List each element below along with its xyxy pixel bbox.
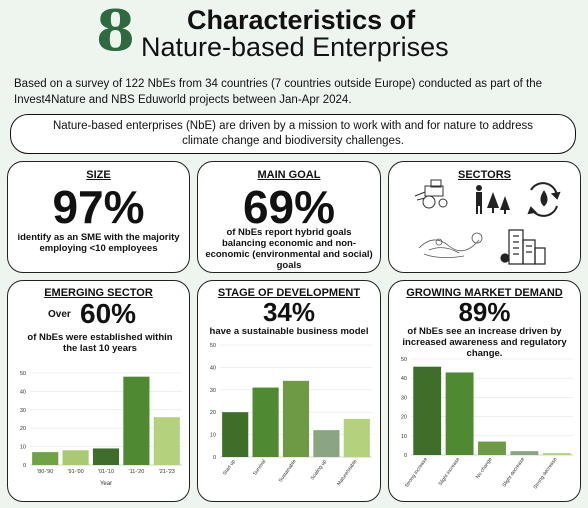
city-buildings-icon xyxy=(500,229,546,265)
y-tick-label: 0 xyxy=(23,463,26,469)
mission-box: Nature-based enterprises (NbE) are drive… xyxy=(10,114,576,154)
emerging-sector-card: EMERGING SECTOR Over 60% of NbEs were es… xyxy=(7,280,190,502)
y-tick-label: 10 xyxy=(20,445,26,451)
emerging-stat: 60% xyxy=(80,298,137,329)
bar xyxy=(445,372,474,455)
emerging-desc: of NbEs were established within the last… xyxy=(27,332,173,354)
size-title: SIZE xyxy=(86,169,111,181)
x-tick-label: Start up xyxy=(222,459,237,477)
bar xyxy=(252,387,279,457)
mission-text: Nature-based enterprises (NbE) are drive… xyxy=(52,120,534,147)
bar xyxy=(510,451,539,455)
y-tick-label: 20 xyxy=(210,410,216,416)
intro-text: Based on a survey of 122 NbEs from 34 co… xyxy=(14,78,543,106)
y-tick-label: 50 xyxy=(210,343,216,349)
bar xyxy=(123,376,150,465)
sectors-title: SECTORS xyxy=(458,169,511,181)
emerging-chart: 0 10 20 30 40 50 '80-'90 '91-'00 '01-'10 '11-'20 '… xyxy=(20,371,182,487)
page-title-line1: Characteristics of xyxy=(187,5,416,35)
y-tick-label: 30 xyxy=(20,408,26,414)
emerging-stat-prefix: Over xyxy=(48,309,71,320)
emerging-title: EMERGING SECTOR xyxy=(44,287,153,299)
x-tick-label: '21-'23 xyxy=(159,469,175,475)
y-tick-label: 50 xyxy=(20,371,26,377)
stage-desc: have a sustainable business model xyxy=(209,326,369,337)
stage-card: STAGE OF DEVELOPMENT 34% have a sustaina… xyxy=(197,280,381,502)
x-tick-label: Mature/stable xyxy=(336,459,358,487)
bar xyxy=(313,430,340,457)
x-tick-label: '01-'10 xyxy=(98,469,114,475)
size-stat: 97% xyxy=(52,181,145,233)
x-tick-label: Scaling up xyxy=(310,459,328,482)
x-tick-label: Sustainable xyxy=(278,459,298,484)
market-card: GROWING MARKET DEMAND 89% of NbEs see an… xyxy=(388,280,581,502)
main-goal-desc: of NbEs report hybrid goals balancing ec… xyxy=(205,227,373,271)
x-tick-label: '80-'90 xyxy=(37,469,53,475)
main-goal-title: MAIN GOAL xyxy=(257,169,321,181)
x-tick-label: Strong increase xyxy=(404,457,429,489)
sectors-illustration xyxy=(414,179,561,265)
header: 8 Characteristics of Nature-based Enterp… xyxy=(0,0,588,70)
market-chart: 0 10 20 30 40 50 Strong increase Slight increas… xyxy=(401,357,573,491)
page-title-line2: Nature-based Enterprises xyxy=(141,32,449,62)
y-tick-label: 30 xyxy=(401,395,407,401)
bar xyxy=(542,453,571,455)
tractor-icon xyxy=(414,179,448,209)
x-tick-label: Slight increase xyxy=(438,457,462,487)
stage-title: STAGE OF DEVELOPMENT xyxy=(217,287,361,299)
bar xyxy=(478,441,506,455)
x-tick-label: Slight decrease xyxy=(501,457,526,489)
bar xyxy=(92,448,120,465)
bar xyxy=(343,418,370,457)
y-tick-label: 20 xyxy=(401,415,407,421)
bar xyxy=(62,450,89,465)
stage-stat: 34% xyxy=(262,297,316,327)
y-tick-label: 10 xyxy=(401,434,407,440)
x-tick-label: Strong decrease xyxy=(532,457,558,491)
x-tick-label: '11-'20 xyxy=(129,469,145,475)
y-tick-label: 40 xyxy=(210,365,216,371)
logo-number: 8 xyxy=(96,0,135,64)
floral-sketch-icon xyxy=(418,232,483,258)
market-desc: of NbEs see an increase driven by increa… xyxy=(402,326,567,359)
y-tick-label: 20 xyxy=(20,426,26,432)
bar xyxy=(153,417,180,465)
size-card: SIZE 97% identify as an SME with the maj… xyxy=(7,161,190,273)
y-tick-label: 40 xyxy=(401,376,407,382)
x-tick-label: Survival xyxy=(252,459,267,477)
bar xyxy=(222,412,249,457)
x-axis-label: Year xyxy=(100,481,112,487)
y-tick-label: 50 xyxy=(401,357,407,363)
bar xyxy=(282,380,310,457)
bar xyxy=(32,452,59,465)
y-tick-label: 40 xyxy=(20,389,26,395)
main-goal-stat: 69% xyxy=(242,181,336,233)
market-stat: 89% xyxy=(458,297,511,327)
farmer-trees-icon xyxy=(476,185,510,214)
bar xyxy=(413,366,442,455)
sectors-card: SECTORS xyxy=(388,161,581,273)
size-desc: identify as an SME with the majority emp… xyxy=(17,232,180,254)
main-goal-card: MAIN GOAL 69% of NbEs report hybrid goal… xyxy=(197,161,381,273)
x-tick-label: No change xyxy=(475,457,494,480)
stage-chart: 0 10 20 30 40 50 Start up Survival Sustainable Sc… xyxy=(210,343,372,487)
y-tick-label: 0 xyxy=(213,455,216,461)
y-tick-label: 30 xyxy=(210,388,216,394)
y-tick-label: 10 xyxy=(210,433,216,439)
market-title: GROWING MARKET DEMAND xyxy=(406,287,563,299)
x-tick-label: '91-'00 xyxy=(68,469,84,475)
water-cycle-icon xyxy=(527,182,561,217)
y-tick-label: 0 xyxy=(404,453,407,459)
